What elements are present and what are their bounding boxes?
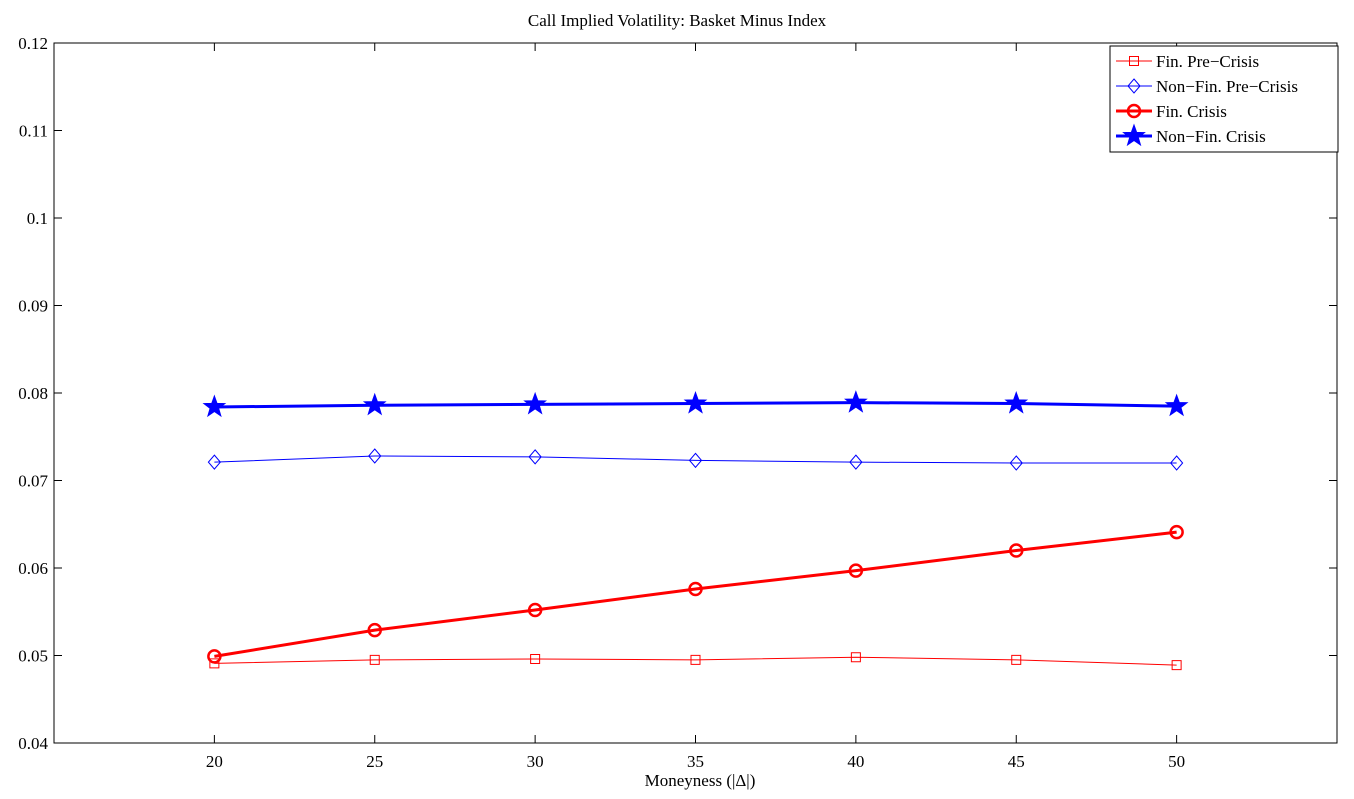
data-point xyxy=(527,602,543,618)
legend-marker xyxy=(1126,103,1142,119)
x-tick-label: 45 xyxy=(1008,752,1025,771)
x-axis-label: Moneyness (|Δ|) xyxy=(645,771,756,790)
data-point xyxy=(688,452,703,469)
data-point xyxy=(690,654,701,665)
data-point xyxy=(528,449,542,465)
data-point xyxy=(362,392,387,416)
data-point xyxy=(1009,455,1023,471)
y-tick-label: 0.12 xyxy=(18,34,48,53)
data-point xyxy=(1009,543,1024,558)
data-point xyxy=(369,654,380,665)
legend-marker xyxy=(1129,56,1139,66)
x-tick-label: 40 xyxy=(847,752,864,771)
series-line xyxy=(214,656,1177,666)
legend-marker xyxy=(1122,123,1146,147)
y-tick-label: 0.07 xyxy=(18,472,48,491)
legend-entry: Fin. Crisis xyxy=(1116,102,1227,121)
chart-title: Call Implied Volatility: Basket Minus In… xyxy=(528,11,827,30)
data-point xyxy=(688,581,703,597)
legend-entry: Non−Fin. Pre−Crisis xyxy=(1116,77,1298,96)
y-tick-label: 0.1 xyxy=(27,209,48,228)
legend-label: Fin. Crisis xyxy=(1156,102,1227,121)
data-point xyxy=(368,448,382,464)
data-point xyxy=(850,652,861,663)
x-tick-label: 35 xyxy=(687,752,704,771)
axes: 0.04 0.05 0.06 0.07 0.08 0.09 0.1 0.11 0.12 20 25 3… xyxy=(18,34,1338,771)
legend-entry: Non−Fin. Crisis xyxy=(1116,123,1266,147)
data-point xyxy=(207,649,222,664)
legend-box xyxy=(1109,45,1339,153)
data-point xyxy=(1169,455,1184,471)
data-point xyxy=(1004,391,1029,414)
series-4 xyxy=(202,390,1189,418)
y-tick-label: 0.05 xyxy=(18,647,48,666)
y-tick-label: 0.09 xyxy=(18,297,48,316)
data-point xyxy=(202,394,227,418)
x-tick-label: 25 xyxy=(366,752,383,771)
y-tick-label: 0.08 xyxy=(18,384,48,403)
series-1 xyxy=(209,652,1182,671)
data-point xyxy=(207,454,222,470)
data-point xyxy=(848,563,864,578)
data-point xyxy=(1171,660,1182,671)
data-point xyxy=(367,622,382,638)
data-point xyxy=(523,391,547,415)
data-point xyxy=(1169,524,1184,540)
series-line xyxy=(214,455,1177,464)
data-point xyxy=(683,391,708,414)
data-point xyxy=(530,654,541,664)
y-tick-label: 0.11 xyxy=(19,122,48,141)
legend: Fin. Pre−Crisis Non−Fin. Pre−Crisis Fin. C… xyxy=(1109,45,1339,153)
series-2 xyxy=(207,448,1184,471)
data-point xyxy=(1164,393,1189,417)
y-tick-label: 0.04 xyxy=(18,734,48,753)
x-tick-label: 50 xyxy=(1168,752,1185,771)
data-point xyxy=(844,390,868,413)
legend-entry: Fin. Pre−Crisis xyxy=(1116,52,1259,71)
y-tick-label: 0.06 xyxy=(18,559,48,578)
data-point xyxy=(849,454,863,470)
legend-label: Non−Fin. Pre−Crisis xyxy=(1156,77,1298,96)
legend-label: Fin. Pre−Crisis xyxy=(1156,52,1259,71)
x-tick-label: 20 xyxy=(206,752,223,771)
data-point xyxy=(1011,654,1022,665)
series-layer xyxy=(202,390,1189,671)
series-3 xyxy=(207,524,1184,664)
series-line xyxy=(214,530,1177,658)
x-tick-label: 30 xyxy=(527,752,544,771)
data-point xyxy=(209,658,220,669)
legend-label: Non−Fin. Crisis xyxy=(1156,127,1266,146)
legend-marker xyxy=(1127,78,1141,94)
